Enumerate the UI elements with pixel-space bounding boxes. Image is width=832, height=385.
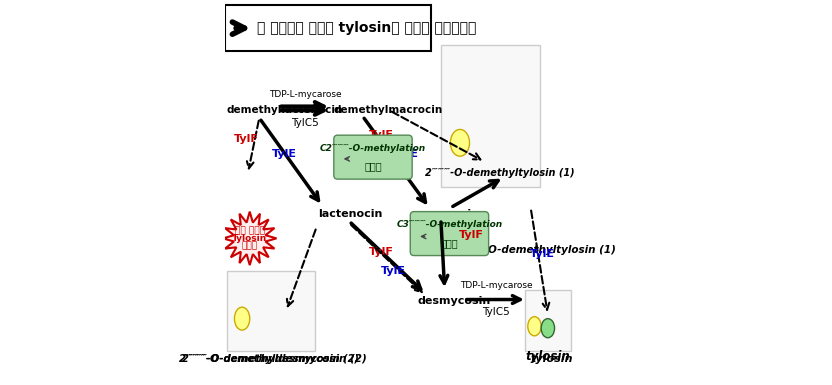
Text: TylC5: TylC5 [483, 307, 510, 317]
Text: demethyllactenocin: demethyllactenocin [227, 105, 343, 116]
Text: TylE: TylE [380, 266, 405, 276]
FancyBboxPatch shape [227, 271, 314, 351]
FancyBboxPatch shape [410, 212, 488, 256]
Text: TylE: TylE [394, 149, 419, 159]
Text: desmycosin: desmycosin [418, 296, 491, 306]
Text: TylF: TylF [234, 134, 259, 144]
Text: tylosin: tylosin [531, 354, 573, 364]
Text: macrocin: macrocin [422, 209, 478, 219]
FancyBboxPatch shape [225, 5, 431, 51]
Ellipse shape [527, 317, 541, 336]
Text: TylF: TylF [369, 247, 394, 257]
Text: TylF: TylF [369, 130, 394, 140]
Text: 새로 규명한: 새로 규명한 [235, 226, 265, 235]
Ellipse shape [541, 319, 555, 338]
Text: 유전자: 유전자 [441, 238, 458, 248]
Text: TylE: TylE [530, 249, 555, 259]
Text: C3‴‴‴-O-methylation: C3‴‴‴-O-methylation [396, 221, 503, 229]
Text: 중간체: 중간체 [241, 241, 258, 251]
Text: demethylmacrocin: demethylmacrocin [334, 105, 443, 116]
Ellipse shape [235, 307, 250, 330]
Text: 유전자: 유전자 [364, 161, 382, 171]
FancyBboxPatch shape [334, 135, 412, 179]
Text: 본 연구팀이 규명한 tylosin의 새로운 생합성경로: 본 연구팀이 규명한 tylosin의 새로운 생합성경로 [257, 21, 477, 35]
FancyBboxPatch shape [441, 45, 540, 187]
Ellipse shape [450, 129, 469, 156]
Text: TylC5: TylC5 [291, 118, 319, 128]
Text: TylF: TylF [459, 229, 484, 239]
Text: Tylosin: Tylosin [232, 234, 267, 243]
Text: lactenocin: lactenocin [319, 209, 383, 219]
Text: tylosin: tylosin [526, 350, 570, 363]
Text: 2‴‴‴-O-demethyltylosin (1): 2‴‴‴-O-demethyltylosin (1) [425, 168, 575, 178]
Text: TDP-L-mycarose: TDP-L-mycarose [269, 90, 341, 99]
Text: 2‴‴‴-O-demethyldesmycosin (2): 2‴‴‴-O-demethyldesmycosin (2) [179, 354, 367, 364]
Text: 2‴‴‴-O-demethyldesmycosin (2): 2‴‴‴-O-demethyldesmycosin (2) [182, 354, 359, 364]
Text: 2‴‴‴-O-demethyltylosin (1): 2‴‴‴-O-demethyltylosin (1) [457, 245, 616, 255]
Polygon shape [223, 212, 276, 265]
Text: TylE: TylE [271, 149, 297, 159]
FancyBboxPatch shape [525, 290, 571, 351]
Text: C2‴‴‴-O-methylation: C2‴‴‴-O-methylation [320, 144, 426, 153]
Text: TDP-L-mycarose: TDP-L-mycarose [460, 281, 532, 290]
